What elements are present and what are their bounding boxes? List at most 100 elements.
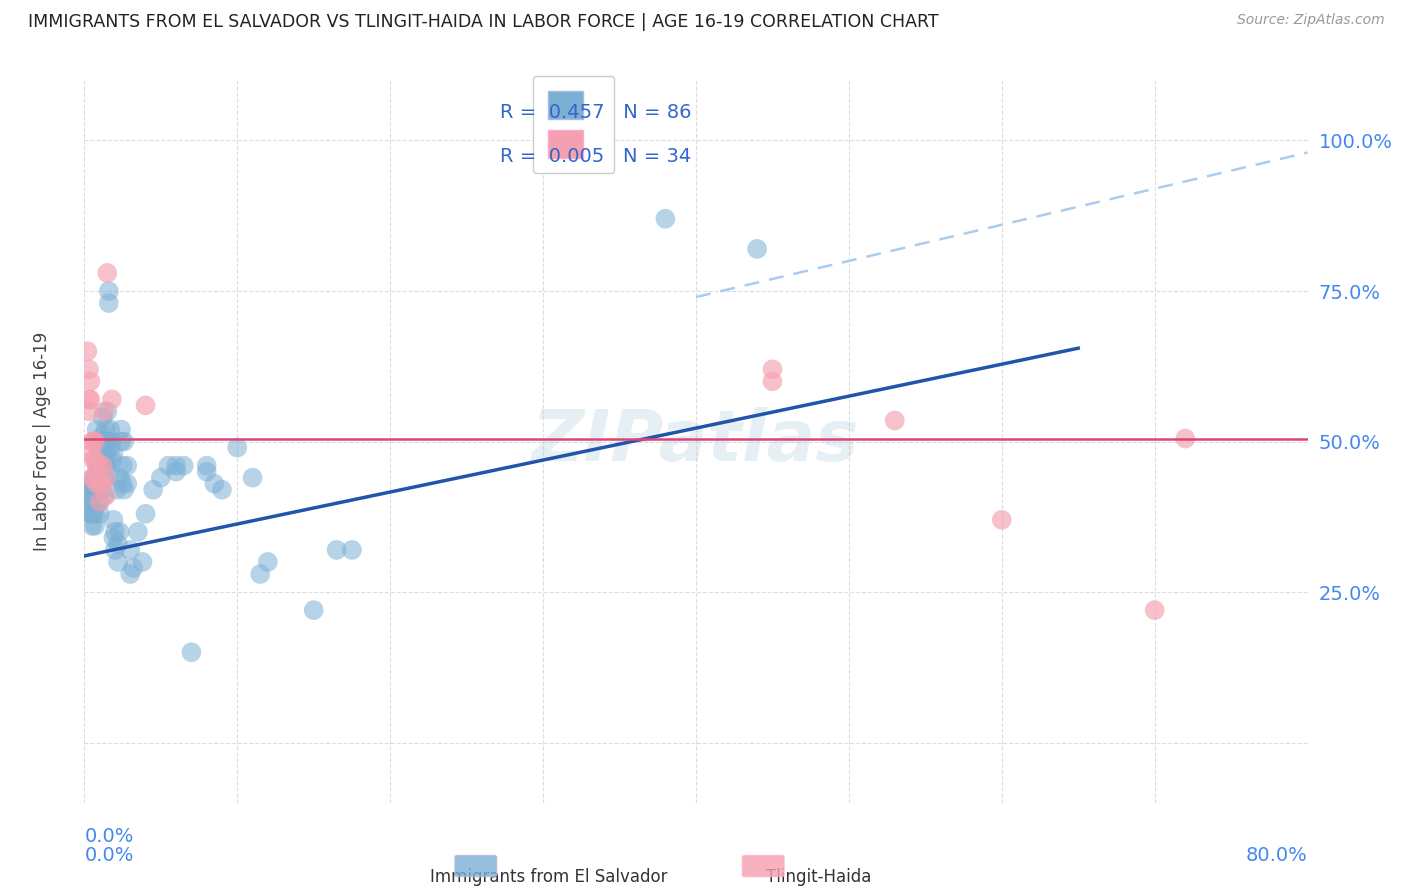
Point	[120, 542, 142, 557]
Point	[83, 452, 105, 467]
Point	[325, 542, 347, 557]
Point	[110, 434, 132, 449]
Point	[89, 458, 111, 473]
Point	[89, 494, 111, 508]
Point	[142, 483, 165, 497]
Point	[108, 524, 131, 539]
Point	[991, 513, 1014, 527]
Point	[79, 494, 101, 508]
Point	[80, 519, 103, 533]
Point	[80, 483, 103, 497]
Point	[96, 434, 118, 449]
Point	[120, 567, 142, 582]
Point	[91, 428, 114, 442]
Point	[242, 471, 264, 485]
Point	[110, 423, 132, 437]
Point	[101, 392, 124, 407]
Point	[80, 507, 103, 521]
Point	[94, 458, 117, 473]
Text: Immigrants from El Salvador: Immigrants from El Salvador	[430, 868, 668, 886]
Point	[257, 555, 280, 569]
Point	[226, 441, 249, 455]
Point	[84, 507, 107, 521]
Point	[98, 465, 121, 479]
Point	[96, 266, 118, 280]
Point	[91, 458, 114, 473]
Point	[77, 392, 100, 407]
Point	[80, 494, 103, 508]
Point	[86, 458, 108, 473]
Point	[165, 465, 187, 479]
Point	[84, 452, 107, 467]
Point	[107, 537, 129, 551]
Point	[211, 483, 233, 497]
Point	[89, 483, 111, 497]
Point	[86, 471, 108, 485]
FancyBboxPatch shape	[742, 855, 785, 877]
Text: 80.0%: 80.0%	[1246, 847, 1308, 865]
Point	[90, 465, 112, 479]
Point	[180, 645, 202, 659]
Point	[761, 362, 783, 376]
Point	[79, 507, 101, 521]
Point	[111, 476, 134, 491]
Point	[80, 447, 103, 461]
Text: 0.0%: 0.0%	[84, 847, 134, 865]
Point	[654, 211, 676, 226]
Point	[111, 458, 134, 473]
Point	[107, 555, 129, 569]
Point	[115, 476, 138, 491]
Point	[80, 434, 103, 449]
Point	[103, 531, 125, 545]
Point	[87, 494, 110, 508]
Point	[883, 413, 905, 427]
Point	[77, 483, 100, 497]
Text: ZIPatlas: ZIPatlas	[533, 407, 859, 476]
Point	[105, 483, 128, 497]
Point	[89, 507, 111, 521]
Point	[79, 476, 101, 491]
Point	[93, 489, 115, 503]
Point	[165, 458, 187, 473]
Point	[94, 447, 117, 461]
Point	[115, 458, 138, 473]
Point	[86, 434, 108, 449]
Point	[747, 242, 769, 256]
Point	[77, 362, 100, 376]
Point	[108, 471, 131, 485]
Point	[84, 494, 107, 508]
Point	[93, 471, 115, 485]
Point	[76, 344, 98, 359]
Point	[112, 434, 135, 449]
Point	[79, 375, 101, 389]
Point	[195, 465, 218, 479]
Text: R =  0.005   N = 34: R = 0.005 N = 34	[501, 146, 692, 166]
Point	[94, 471, 117, 485]
Point	[83, 483, 105, 497]
Point	[98, 441, 121, 455]
Point	[86, 423, 108, 437]
Point	[89, 494, 111, 508]
Point	[84, 434, 107, 449]
Point	[202, 476, 225, 491]
Point	[87, 476, 110, 491]
Legend: , : ,	[533, 76, 614, 173]
Point	[112, 483, 135, 497]
Point	[91, 410, 114, 425]
Point	[87, 458, 110, 473]
Point	[149, 471, 172, 485]
Point	[104, 524, 127, 539]
Point	[173, 458, 195, 473]
Point	[97, 284, 120, 298]
Point	[86, 483, 108, 497]
Point	[84, 476, 107, 491]
Point	[89, 476, 111, 491]
Point	[86, 476, 108, 491]
Text: R =  0.457   N = 86: R = 0.457 N = 86	[501, 103, 692, 122]
Text: 0.0%: 0.0%	[84, 827, 134, 846]
Point	[1143, 603, 1166, 617]
Point	[127, 524, 149, 539]
Point	[93, 404, 115, 418]
Point	[94, 489, 117, 503]
Point	[195, 458, 218, 473]
